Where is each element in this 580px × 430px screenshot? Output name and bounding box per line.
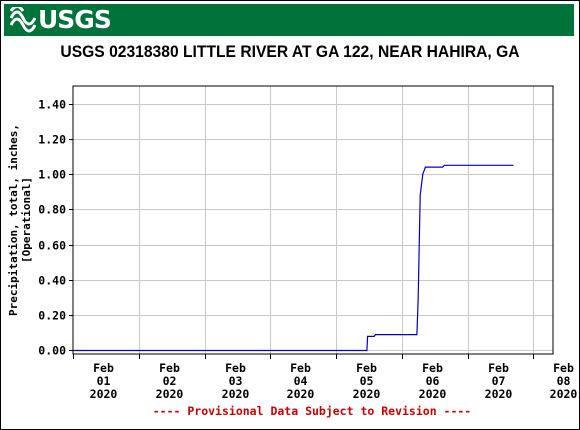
x-tick-label: Feb: [356, 361, 377, 375]
x-tick-label: 2020: [287, 387, 315, 401]
y-tick-label: 0.00: [38, 344, 66, 358]
x-tick-label: Feb: [225, 361, 246, 375]
precipitation-series-line: [73, 164, 514, 352]
x-tick-label: 2020: [156, 387, 184, 401]
x-tick-label: Feb: [553, 361, 574, 375]
usgs-banner: USGS: [4, 4, 574, 36]
x-axis-ticks: Feb012020Feb022020Feb032020Feb042020Feb0…: [73, 354, 578, 401]
x-tick-label: 04: [294, 374, 308, 388]
x-tick-label: 2020: [222, 387, 250, 401]
provisional-footnote: ---- Provisional Data Subject to Revisio…: [153, 404, 472, 418]
x-tick-label: Feb: [159, 361, 180, 375]
x-tick-label: Feb: [488, 361, 509, 375]
y-tick-label: 0.80: [38, 203, 66, 217]
x-tick-label: 01: [97, 374, 111, 388]
x-tick-label: 08: [557, 374, 571, 388]
x-tick-label: 07: [492, 374, 506, 388]
series-group: [73, 164, 514, 352]
x-tick-label: Feb: [290, 361, 311, 375]
x-tick-label: 05: [360, 374, 374, 388]
x-tick-label: 2020: [353, 387, 381, 401]
x-tick-label: 2020: [550, 387, 578, 401]
y-tick-label: 0.20: [38, 309, 66, 323]
x-tick-label: 06: [426, 374, 440, 388]
y-tick-label: 1.20: [38, 133, 66, 147]
usgs-wave-icon: [10, 7, 36, 33]
y-axis-ticks: 0.00 0.20 0.40 0.60 0.80 1.00 1.20 1.40: [38, 98, 73, 358]
x-tick-label: 03: [229, 374, 243, 388]
y-tick-label: 1.40: [38, 98, 66, 112]
y-tick-label: 0.60: [38, 239, 66, 253]
usgs-logo-text: USGS: [38, 5, 112, 34]
x-tick-label: 02: [163, 374, 177, 388]
y-axis-label-line-2: [Operational]: [20, 177, 33, 263]
usgs-logo[interactable]: USGS: [10, 4, 112, 36]
y-tick-label: 1.00: [38, 168, 66, 182]
plot-area-border: [72, 85, 554, 355]
x-tick-label: Feb: [422, 361, 443, 375]
grid-lines: [73, 86, 553, 354]
chart-title: USGS 02318380 LITTLE RIVER AT GA 122, NE…: [60, 42, 520, 61]
y-tick-label: 0.40: [38, 274, 66, 288]
x-tick-label: 2020: [90, 387, 118, 401]
x-tick-label: 2020: [419, 387, 447, 401]
x-tick-label: 2020: [485, 387, 513, 401]
y-axis-label-line-1: Precipitation, total, inches,: [7, 124, 20, 316]
x-tick-label: Feb: [93, 361, 114, 375]
